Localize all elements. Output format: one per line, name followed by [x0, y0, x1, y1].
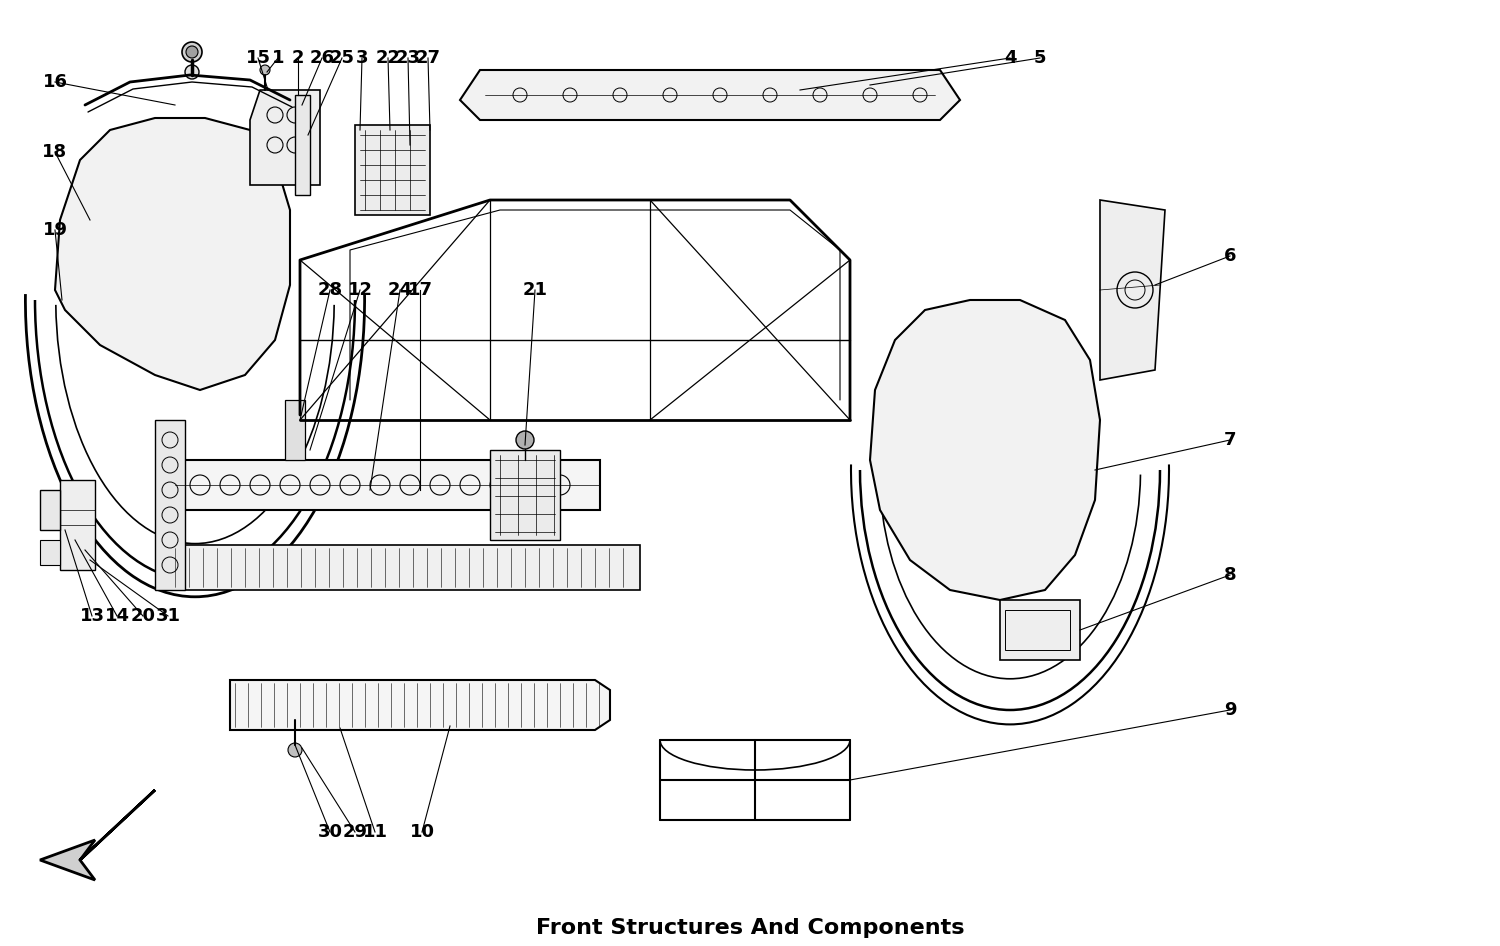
Circle shape — [184, 65, 200, 79]
Polygon shape — [60, 480, 94, 570]
Text: 16: 16 — [42, 73, 68, 91]
Text: 5: 5 — [1034, 49, 1047, 67]
Text: 12: 12 — [348, 281, 372, 299]
Text: 23: 23 — [396, 49, 420, 67]
Text: 31: 31 — [156, 607, 180, 625]
Text: 24: 24 — [387, 281, 412, 299]
Polygon shape — [490, 450, 560, 540]
Text: 19: 19 — [42, 221, 68, 239]
Text: 15: 15 — [246, 49, 270, 67]
Polygon shape — [40, 790, 154, 880]
Text: 21: 21 — [522, 281, 548, 299]
Text: 25: 25 — [330, 49, 354, 67]
Text: 3: 3 — [356, 49, 369, 67]
Text: 18: 18 — [42, 143, 68, 161]
Text: 20: 20 — [130, 607, 156, 625]
Text: 4: 4 — [1004, 49, 1017, 67]
Text: 13: 13 — [80, 607, 105, 625]
Polygon shape — [154, 420, 184, 590]
Text: 14: 14 — [105, 607, 129, 625]
Polygon shape — [1100, 200, 1166, 380]
Circle shape — [516, 431, 534, 449]
Text: 9: 9 — [1224, 701, 1236, 719]
Text: 30: 30 — [318, 823, 342, 841]
Polygon shape — [356, 125, 430, 215]
Text: 8: 8 — [1224, 566, 1236, 584]
Polygon shape — [170, 545, 640, 590]
Text: 6: 6 — [1224, 247, 1236, 265]
Text: 22: 22 — [375, 49, 400, 67]
Polygon shape — [285, 400, 304, 460]
Circle shape — [182, 42, 203, 62]
Circle shape — [288, 743, 302, 757]
Polygon shape — [176, 460, 600, 510]
Text: 27: 27 — [416, 49, 441, 67]
Polygon shape — [460, 70, 960, 120]
Polygon shape — [296, 95, 310, 195]
Text: 10: 10 — [410, 823, 435, 841]
Text: 7: 7 — [1224, 431, 1236, 449]
Text: 17: 17 — [408, 281, 432, 299]
Polygon shape — [56, 118, 290, 390]
Circle shape — [186, 46, 198, 58]
Text: 2: 2 — [291, 49, 304, 67]
Text: 28: 28 — [318, 281, 342, 299]
Polygon shape — [1000, 600, 1080, 660]
Text: 1: 1 — [272, 49, 285, 67]
Polygon shape — [40, 490, 60, 530]
Polygon shape — [251, 90, 320, 185]
Text: 11: 11 — [363, 823, 387, 841]
Polygon shape — [870, 300, 1100, 600]
Text: Front Structures And Components: Front Structures And Components — [536, 918, 964, 938]
Polygon shape — [230, 680, 610, 730]
Circle shape — [260, 65, 270, 75]
Polygon shape — [40, 540, 60, 565]
Text: 26: 26 — [309, 49, 334, 67]
Text: 29: 29 — [342, 823, 368, 841]
